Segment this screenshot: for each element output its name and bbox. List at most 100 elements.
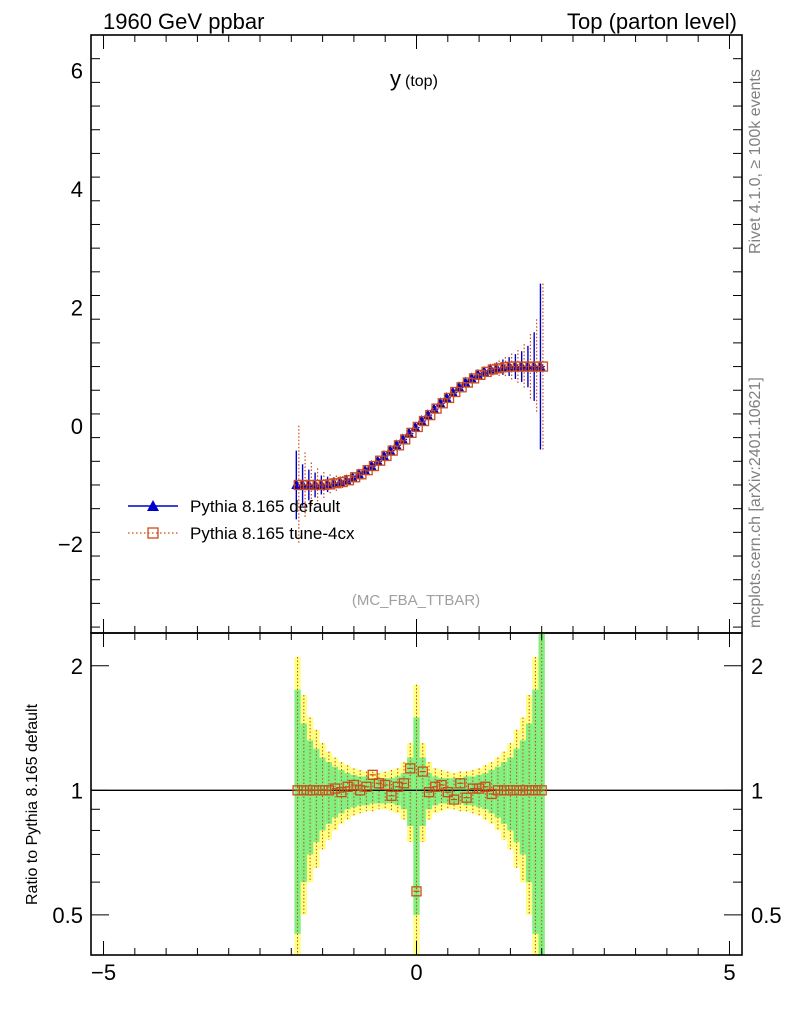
ratio-point (455, 778, 466, 789)
ratio-point (380, 779, 391, 791)
ratio-band-inner (350, 774, 358, 808)
tune-point (519, 361, 530, 372)
ratio-point (423, 786, 435, 798)
ratio-point (411, 886, 422, 897)
ratio-point (417, 766, 428, 777)
tune-point (393, 440, 405, 451)
tune-point (487, 364, 499, 375)
tune-point (331, 478, 342, 489)
tune-point (343, 475, 355, 486)
tune-point (493, 363, 505, 374)
tune-point (537, 361, 549, 372)
tune-point (400, 434, 411, 445)
main-frame (90, 34, 743, 634)
ratio-point (323, 785, 335, 796)
tune-point (324, 479, 336, 490)
tune-point (293, 479, 304, 491)
plot-title-sub: (top) (405, 73, 438, 90)
header-left: 1960 GeV ppbar (103, 9, 264, 34)
main-panel: −2 0 2 4 6 y (top) (MC_FBA_TTBAR) (58, 34, 743, 634)
ratio-band-inner (407, 757, 414, 826)
ratio-point (348, 779, 360, 791)
ratio-point (355, 785, 366, 796)
tune-point (299, 479, 311, 491)
ratio-y-tick-label: 1 (71, 778, 83, 803)
tune-point (406, 427, 417, 439)
ratio-point (430, 781, 441, 792)
tune-point (468, 373, 480, 384)
analysis-label: (MC_FBA_TTBAR) (352, 592, 480, 609)
ratio-band-inner (488, 769, 495, 814)
legend-tune-label: Pythia 8.165 tune-4cx (190, 524, 355, 543)
ratio-point (480, 781, 491, 792)
ratio-point (342, 781, 353, 792)
ratio-point (336, 786, 347, 798)
ratio-y-tick-label: 0.5 (52, 903, 83, 928)
ratio-band-inner (475, 774, 483, 808)
tune-point (481, 366, 492, 378)
ratio-panel: 0.5 0.5 1 1 2 2 Ratio to Pythia 8.165 default (24, 632, 782, 956)
x-tick-label: 5 (723, 960, 735, 985)
ratio-point (448, 794, 460, 805)
tune-point (318, 479, 330, 491)
ratio-y-tick-label-right: 2 (751, 654, 763, 679)
tune-point (337, 476, 348, 488)
tune-point (412, 421, 423, 433)
tune-point (431, 403, 442, 414)
ratio-y-tick-label-right: 0.5 (751, 903, 782, 928)
tune-point (531, 361, 542, 372)
tune-point (443, 392, 455, 404)
tune-point (418, 415, 430, 427)
tune-point (350, 472, 361, 483)
ratio-point (329, 783, 341, 794)
legend-default-marker (147, 500, 159, 511)
tune-point (387, 445, 398, 456)
series-tune (293, 283, 549, 545)
ratio-band-inner (413, 717, 420, 915)
tune-point (525, 361, 536, 372)
source-label: mcplots.cern.ch [arXiv:2401.10621] (747, 377, 764, 628)
legend-default-label: Pythia 8.165 default (190, 497, 341, 516)
ratio-point (398, 778, 410, 789)
ratio-point (373, 778, 385, 789)
tune-point (475, 369, 486, 381)
y-tick-label: 4 (71, 177, 83, 202)
y-tick-label: −2 (58, 532, 83, 557)
ratio-point (536, 785, 547, 796)
y-tick-label: 0 (71, 414, 83, 439)
header-right: Top (parton level) (567, 9, 737, 34)
ratio-point (392, 781, 403, 792)
ratio-point (405, 763, 416, 774)
ratio-band-inner (494, 766, 502, 818)
ratio-band-inner (300, 723, 307, 883)
tune-point (512, 361, 524, 372)
ratio-point (367, 769, 378, 780)
y-tick-label: 6 (71, 59, 83, 84)
ratio-ylabel: Ratio to Pythia 8.165 default (24, 703, 41, 905)
ratio-point (486, 788, 497, 800)
x-tick-label: −5 (91, 960, 116, 985)
y-tick-label: 2 (71, 295, 83, 320)
ratio-point (361, 781, 372, 792)
legend-tune-marker (147, 527, 159, 539)
ratio-band-inner (419, 757, 426, 826)
tune-point (306, 479, 317, 491)
ratio-point (386, 790, 397, 801)
ratio-band-inner (325, 762, 332, 824)
tune-point (437, 398, 448, 409)
plot-title-main: y (390, 66, 401, 91)
ratio-y-tick-label-right: 1 (751, 778, 763, 803)
ratio-point (436, 779, 447, 791)
ratio-band-inner (501, 762, 508, 824)
tune-point (312, 479, 323, 491)
rivet-label: Rivet 4.1.0, ≥ 100k events (747, 69, 764, 254)
tune-point (500, 362, 511, 373)
ratio-band-inner (331, 766, 339, 818)
ratio-y-tick-label: 2 (71, 654, 83, 679)
tune-point (506, 361, 517, 372)
ratio-band-inner (507, 757, 514, 831)
tune-point (425, 409, 436, 421)
tune-point (368, 460, 380, 472)
x-tick-label: 0 (410, 960, 422, 985)
